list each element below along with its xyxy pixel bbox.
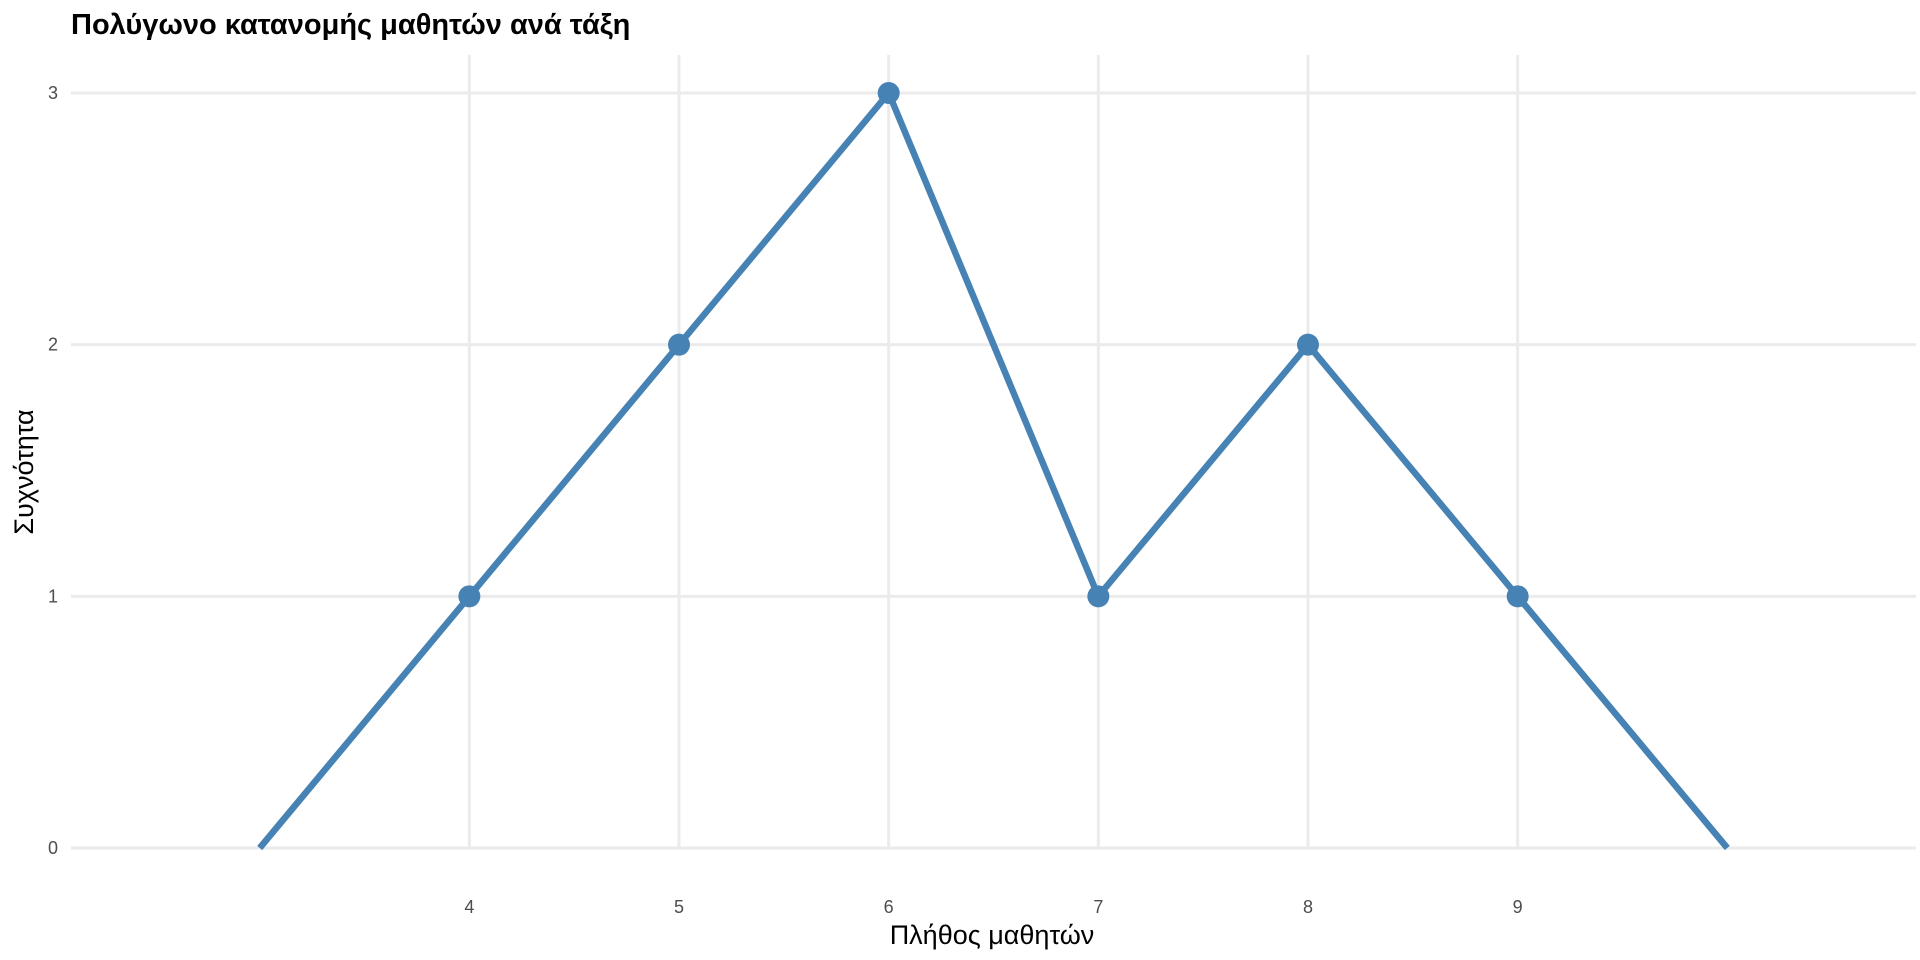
x-axis-title: Πλήθος μαθητών bbox=[890, 920, 1095, 950]
y-tick-label: 3 bbox=[48, 83, 58, 103]
chart-title: Πολύγωνο κατανομής μαθητών ανά τάξη bbox=[71, 9, 630, 41]
data-point bbox=[877, 82, 900, 104]
x-tick-label: 8 bbox=[1303, 897, 1313, 917]
y-tick-label: 2 bbox=[48, 335, 58, 355]
data-point bbox=[458, 585, 481, 608]
marker-layer bbox=[458, 82, 1529, 608]
y-axis-title: Συχνότητα bbox=[9, 409, 39, 534]
x-tick-label: 6 bbox=[884, 897, 894, 917]
grid bbox=[71, 55, 1916, 850]
y-tick-label: 1 bbox=[48, 586, 58, 606]
y-axis: 0 1 2 3 bbox=[48, 83, 58, 858]
series-line bbox=[257, 89, 1730, 851]
x-tick-label: 4 bbox=[464, 897, 474, 917]
x-axis: 4 5 6 7 8 9 bbox=[464, 897, 1522, 917]
x-tick-label: 9 bbox=[1513, 897, 1523, 917]
data-point bbox=[1506, 585, 1529, 608]
y-tick-label: 0 bbox=[48, 838, 58, 858]
data-point bbox=[1296, 333, 1319, 356]
x-tick-label: 5 bbox=[674, 897, 684, 917]
data-point bbox=[668, 333, 691, 356]
data-point bbox=[1087, 585, 1110, 608]
series-layer bbox=[257, 89, 1730, 851]
x-tick-label: 7 bbox=[1093, 897, 1103, 917]
